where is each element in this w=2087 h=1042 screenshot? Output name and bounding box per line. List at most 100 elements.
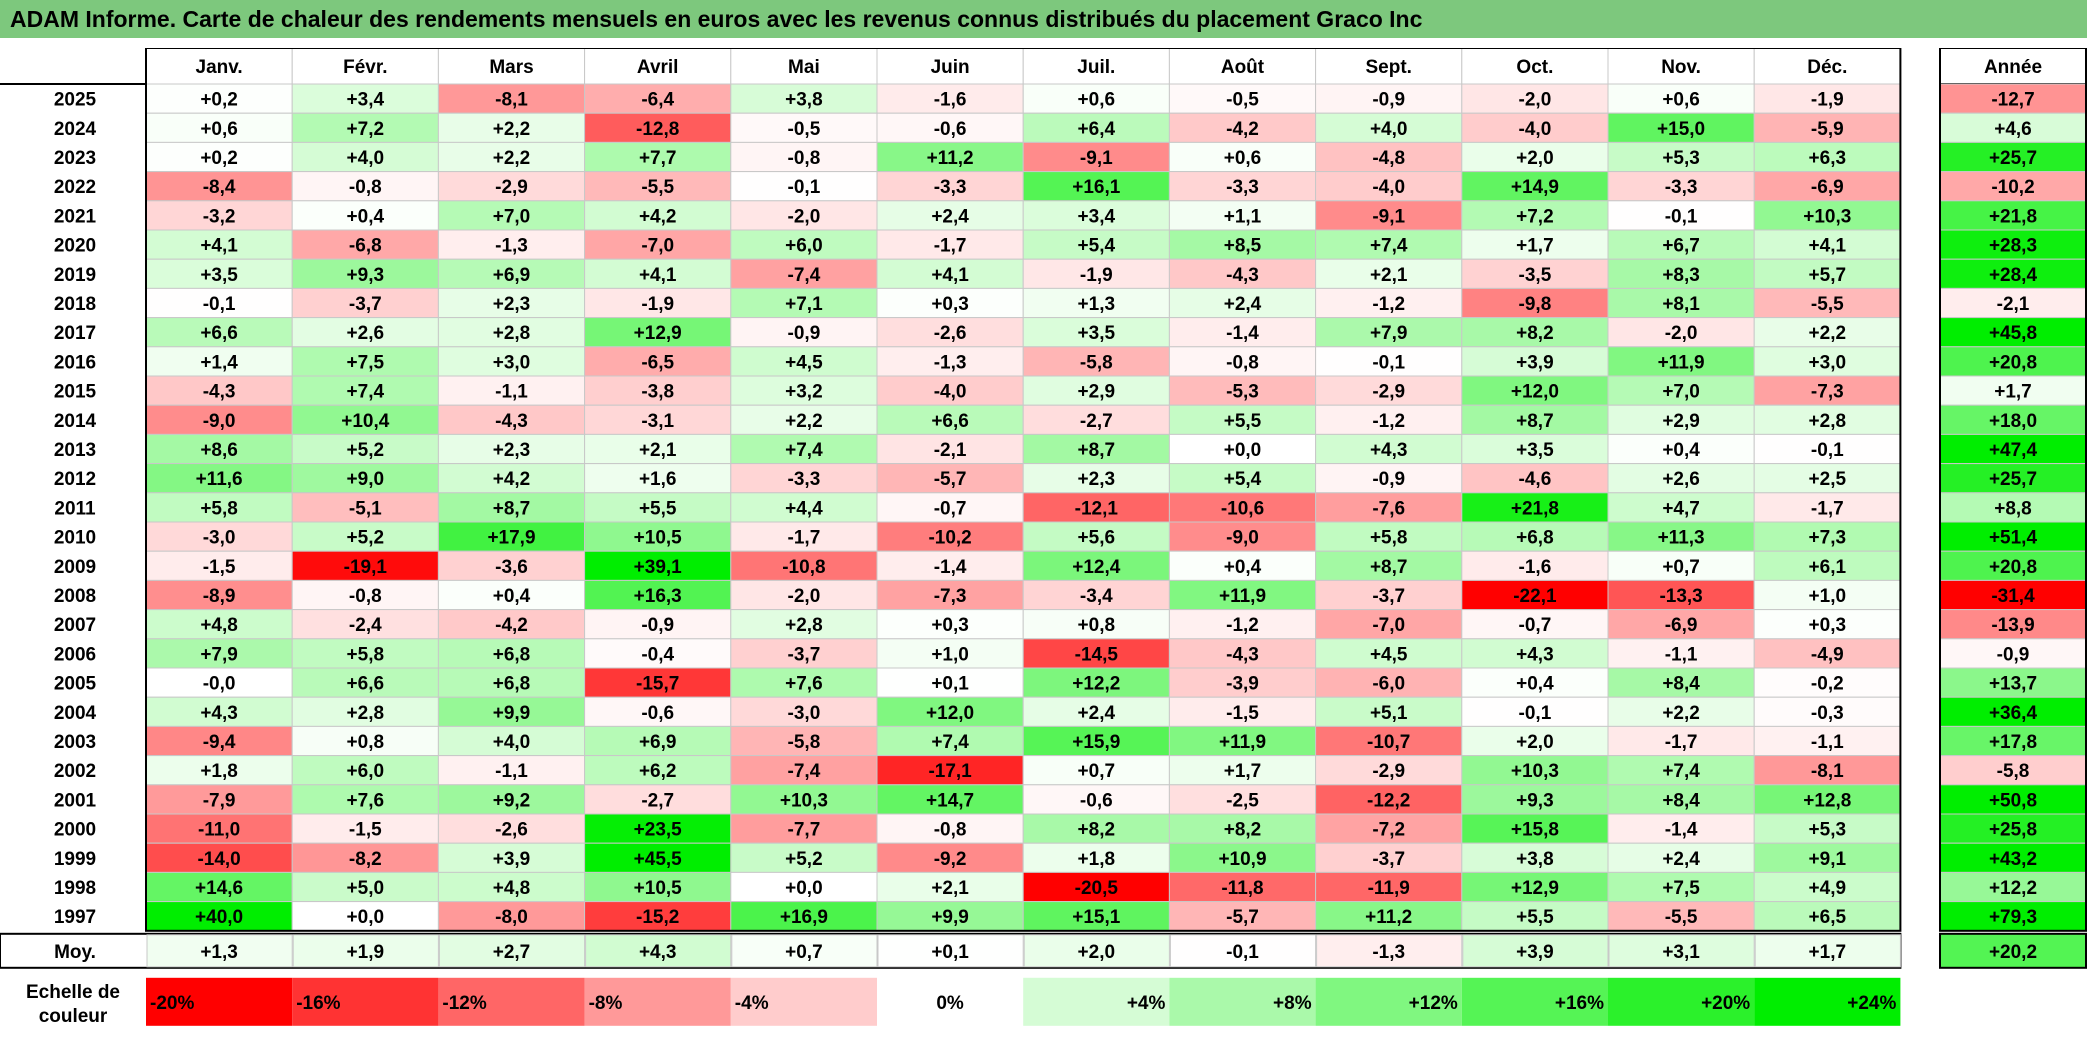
heatmap-cell [1168, 433, 1317, 465]
year-label: 2021 [54, 206, 97, 227]
heatmap-value: -4,2 [495, 615, 528, 636]
heatmap-cell [145, 842, 293, 873]
average-cell [1462, 934, 1609, 968]
heatmap-value: -14,5 [1075, 644, 1119, 665]
heatmap-cell [1607, 784, 1755, 815]
average-cell [1023, 934, 1170, 968]
heatmap-cell [1022, 433, 1170, 465]
heatmap-value: +9,3 [347, 265, 385, 286]
heatmap-cell [291, 579, 439, 611]
heatmap-value: +6,6 [347, 674, 385, 695]
average-value: +0,1 [931, 942, 969, 963]
heatmap-value: +2,1 [639, 440, 677, 461]
heatmap-value: -9,2 [934, 849, 967, 870]
heatmap-cell [437, 112, 586, 143]
heatmap-value: -1,1 [1811, 732, 1844, 753]
heatmap-value: -0,9 [641, 615, 674, 636]
heatmap-value: +3,2 [785, 382, 823, 403]
heatmap-cell [1168, 696, 1317, 727]
heatmap-value: -5,5 [641, 177, 674, 198]
column-header: Juin [931, 57, 970, 78]
scale-value: -20% [150, 993, 194, 1014]
heatmap-value: +5,2 [347, 528, 385, 549]
heatmap-cell [1753, 375, 1901, 406]
heatmap-cell [584, 492, 732, 523]
heatmap-value: +4,3 [1370, 440, 1408, 461]
heatmap-cell [876, 317, 1024, 348]
column-header: Sept. [1365, 57, 1411, 78]
heatmap-cell [1461, 609, 1609, 640]
heatmap-value: +7,0 [493, 206, 531, 227]
scale-value: -16% [296, 993, 340, 1014]
annual-value: +51,4 [1989, 528, 2038, 549]
heatmap-value: +39,1 [634, 557, 683, 578]
heatmap-value: +0,3 [931, 294, 969, 315]
heatmap-value: -0,1 [1811, 440, 1844, 461]
heatmap-cell [1461, 433, 1609, 465]
heatmap-cell [1753, 404, 1901, 435]
heatmap-cell [584, 346, 732, 377]
heatmap-cell [876, 638, 1024, 669]
heatmap-cell [1022, 141, 1170, 173]
heatmap-cell [584, 433, 732, 465]
heatmap-cell [1315, 638, 1463, 669]
heatmap-cell [730, 258, 878, 289]
heatmap-value: +2,8 [347, 703, 385, 724]
heatmap-value: +9,0 [347, 469, 385, 490]
heatmap-value: -4,2 [1226, 119, 1259, 140]
annual-value: +47,4 [1989, 440, 2038, 461]
heatmap-cell [1753, 901, 1901, 932]
heatmap-value: +1,8 [200, 761, 238, 782]
heatmap-cell [1315, 433, 1463, 465]
annual-column-header: Année [1984, 57, 2042, 78]
heatmap-value: -15,7 [636, 674, 679, 695]
heatmap-value: +23,5 [634, 820, 683, 841]
heatmap-value: +5,3 [1809, 820, 1847, 841]
heatmap-value: -2,1 [934, 440, 967, 461]
heatmap-cell [1168, 141, 1317, 173]
table-border [145, 47, 1902, 932]
scale-swatch [730, 977, 877, 1026]
heatmap-value: +2,6 [347, 323, 385, 344]
heatmap-cell [437, 696, 586, 727]
heatmap-value: +2,4 [1662, 849, 1700, 870]
heatmap-cell [1461, 696, 1609, 727]
heatmap-value: +15,8 [1511, 820, 1559, 841]
heatmap-cell [584, 871, 732, 903]
heatmap-value: -2,9 [495, 177, 528, 198]
heatmap-cell [291, 755, 439, 786]
heatmap-value: +7,5 [347, 352, 385, 373]
heatmap-value: -11,8 [1221, 878, 1263, 899]
heatmap-cell [1753, 696, 1901, 727]
heatmap-value: +5,4 [1224, 469, 1262, 490]
average-cell [1608, 934, 1755, 968]
heatmap-value: +4,9 [1809, 878, 1847, 899]
annual-cell [1939, 200, 2087, 231]
annual-value: +8,8 [1994, 498, 2032, 519]
heatmap-cell [437, 521, 586, 552]
heatmap-value: -1,1 [1665, 644, 1698, 665]
heatmap-value: +7,5 [1662, 878, 1700, 899]
heatmap-cell [876, 755, 1024, 786]
heatmap-value: +8,7 [1078, 440, 1116, 461]
heatmap-cell [584, 229, 732, 260]
heatmap-value: +3,5 [1078, 323, 1116, 344]
heatmap-value: -7,4 [788, 761, 821, 782]
average-value: +2,0 [1078, 942, 1116, 963]
heatmap-cell [1753, 433, 1901, 465]
heatmap-value: -7,9 [203, 790, 236, 811]
heatmap-value: +1,0 [1809, 586, 1847, 607]
heatmap-cell [1461, 200, 1609, 231]
heatmap-value: +2,9 [1662, 411, 1700, 432]
heatmap-cell [1607, 287, 1755, 319]
heatmap-value: +0,6 [1662, 90, 1700, 111]
heatmap-cell [1607, 871, 1755, 903]
heatmap-value: +2,0 [1516, 732, 1554, 753]
heatmap-value: +4,0 [347, 148, 385, 169]
heatmap-value: +6,8 [493, 644, 531, 665]
annual-value: +50,8 [1989, 790, 2037, 811]
heatmap-value: +11,3 [1658, 528, 1705, 549]
heatmap-cell [1022, 550, 1170, 581]
heatmap-value: +8,4 [1662, 790, 1700, 811]
annual-value: +28,3 [1989, 236, 2037, 257]
